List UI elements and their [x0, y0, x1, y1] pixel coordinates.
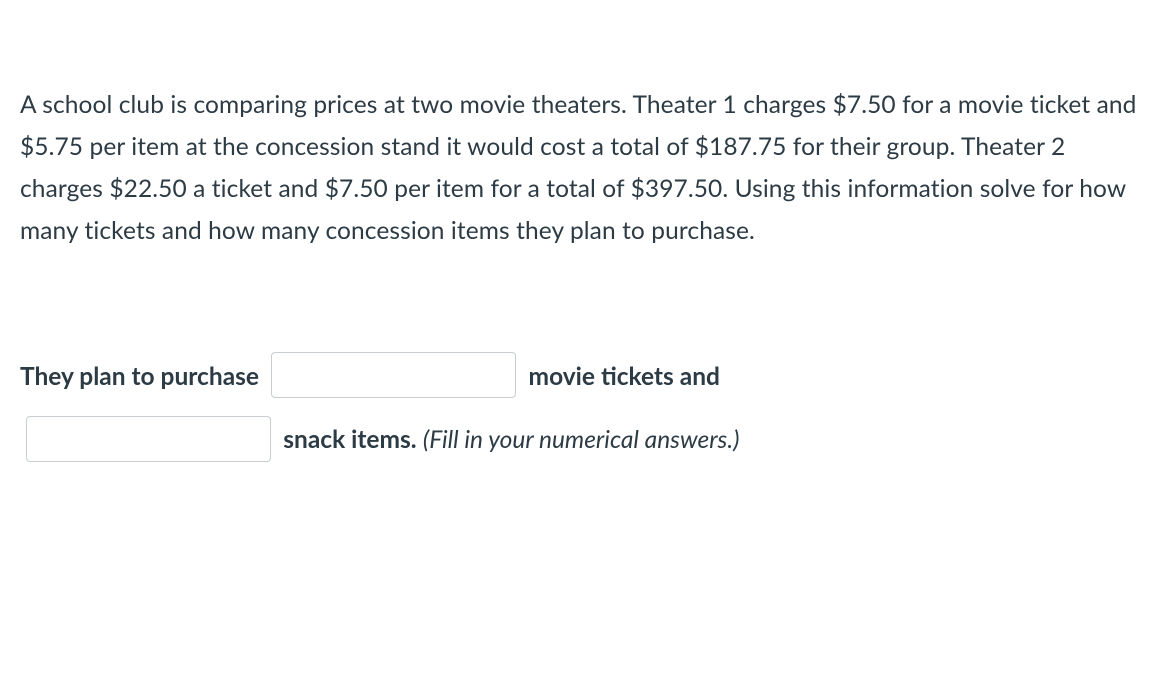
question-text: A school club is comparing prices at two… [20, 84, 1152, 253]
answer-suffix-bold: snack items. [283, 425, 416, 454]
answer-block: They plan to purchase movie tickets and … [20, 345, 1152, 472]
answer-prefix: They plan to purchase [20, 362, 259, 391]
answer-suffix-italic: (Fill in your numerical answers.) [423, 425, 740, 454]
question-container: A school club is comparing prices at two… [0, 0, 1172, 492]
answer-mid: movie tickets and [529, 362, 720, 391]
tickets-input[interactable] [271, 352, 516, 398]
snacks-input[interactable] [26, 416, 271, 462]
